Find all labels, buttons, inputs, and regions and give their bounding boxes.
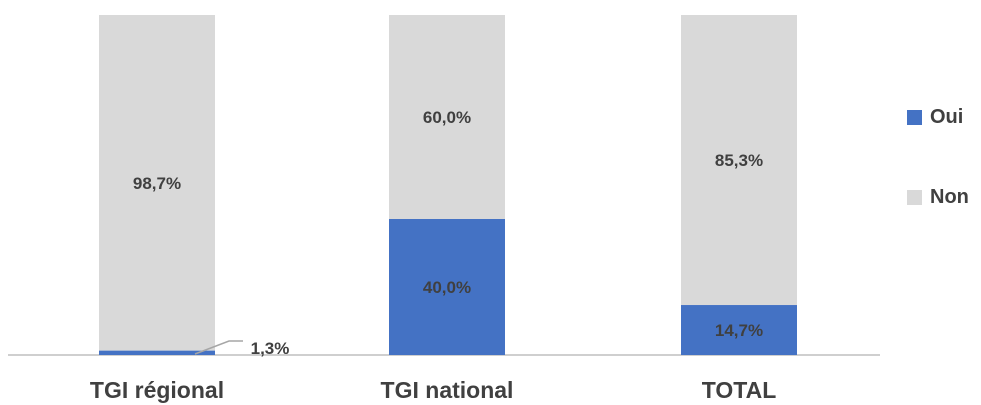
bar-total-oui: [681, 305, 797, 355]
data-label-total-non: 85,3%: [715, 151, 763, 170]
x-tick-label-tgi-national: TGI national: [381, 377, 514, 403]
legend-item-non: Non: [907, 185, 969, 209]
data-label-tgi-regional-non: 98,7%: [133, 174, 181, 193]
bar-total-non: [681, 15, 797, 306]
data-label-total-oui: 14,7%: [715, 321, 763, 340]
bar-tgi-national-non: [389, 15, 505, 219]
legend-swatch-non: [907, 189, 922, 205]
category-ticks-group: TGI régional TGI national TOTAL: [90, 377, 776, 403]
data-label-tgi-national-oui: 40,0%: [423, 278, 471, 297]
legend-swatch-oui: [907, 109, 922, 125]
legend-label-oui: Oui: [930, 105, 964, 128]
data-labels-group: 1,3% 98,7% 40,0% 60,0% 14,7% 85,3%: [133, 108, 763, 358]
bar-tgi-regional-oui: [99, 350, 215, 355]
data-label-tgi-national-non: 60,0%: [423, 108, 471, 127]
data-label-tgi-regional-oui: 1,3%: [251, 339, 290, 358]
x-tick-label-total: TOTAL: [702, 377, 777, 403]
legend-item-oui: Oui: [907, 105, 969, 129]
legend-label-non: Non: [930, 185, 969, 208]
leader-line-tgi-regional-oui: [194, 340, 243, 355]
bar-tgi-national-oui: [389, 219, 505, 355]
legend: Oui Non: [907, 105, 969, 265]
x-tick-label-tgi-regional: TGI régional: [90, 377, 224, 403]
bars-group: [99, 15, 797, 355]
bar-tgi-regional-non: [99, 15, 215, 351]
